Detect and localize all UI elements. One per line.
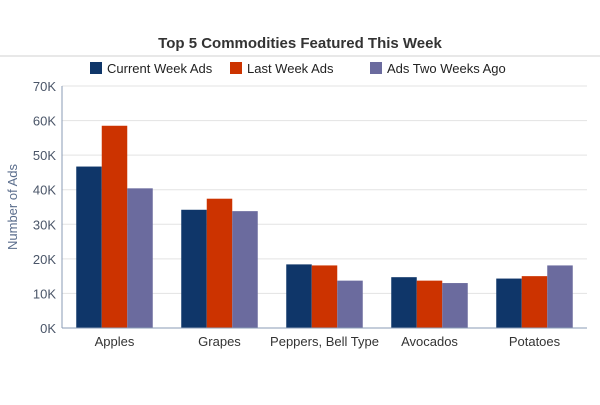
bar: [181, 209, 207, 328]
bar: [337, 280, 363, 328]
y-tick-label: 0K: [40, 321, 56, 336]
legend-swatch: [90, 62, 102, 74]
bar: [442, 283, 468, 328]
legend: Current Week Ads Last Week Ads Ads Two Wee…: [90, 61, 506, 76]
y-tick-label: 50K: [33, 148, 56, 163]
x-tick-label: Grapes: [198, 334, 241, 349]
y-tick-label: 60K: [33, 114, 56, 129]
legend-label: Ads Two Weeks Ago: [387, 61, 506, 76]
y-tick-label: 40K: [33, 183, 56, 198]
legend-item[interactable]: Ads Two Weeks Ago: [370, 61, 506, 76]
chart-title: Top 5 Commodities Featured This Week: [158, 35, 442, 52]
bar: [547, 265, 573, 328]
bar: [391, 277, 417, 328]
bar: [496, 278, 522, 328]
legend-label: Current Week Ads: [107, 61, 213, 76]
y-tick-label: 20K: [33, 252, 56, 267]
x-axis: Apples Grapes Peppers, Bell Type Avocados Po…: [62, 327, 587, 349]
bar: [101, 125, 128, 328]
x-tick-label: Avocados: [401, 334, 458, 349]
x-tick-label: Apples: [95, 334, 135, 349]
bar: [521, 276, 548, 328]
bar: [311, 265, 338, 328]
bars: [76, 125, 573, 328]
y-tick-label: 70K: [33, 79, 56, 94]
y-tick-label: 30K: [33, 217, 56, 232]
bar: [127, 188, 153, 328]
y-axis-title: Number of Ads: [5, 164, 20, 250]
y-tick-label: 10K: [33, 286, 56, 301]
legend-item[interactable]: Current Week Ads: [90, 61, 213, 76]
bar: [76, 166, 102, 328]
bar: [206, 198, 233, 328]
bar: [232, 211, 258, 328]
legend-swatch: [370, 62, 382, 74]
legend-swatch: [230, 62, 242, 74]
y-axis: 0K 10K 20K 30K 40K 50K 60K 70K: [33, 79, 63, 336]
x-tick-label: Peppers, Bell Type: [270, 334, 379, 349]
x-tick-label: Potatoes: [509, 334, 561, 349]
legend-item[interactable]: Last Week Ads: [230, 61, 334, 76]
bar: [286, 264, 312, 328]
bar: [416, 280, 443, 328]
legend-label: Last Week Ads: [247, 61, 334, 76]
